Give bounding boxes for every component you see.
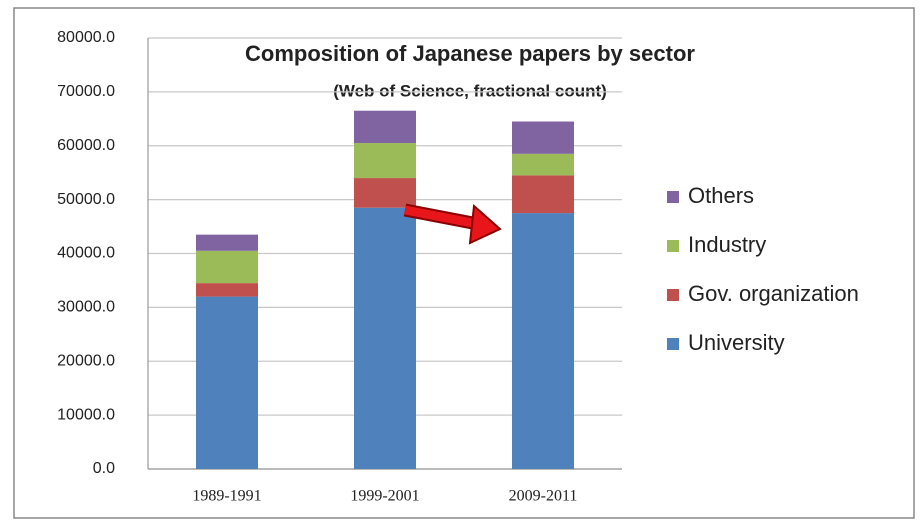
bar-segment xyxy=(196,296,258,469)
bar-segment xyxy=(354,143,416,179)
chart-subtitle: (Web of Science, fractional count) xyxy=(333,81,607,100)
y-tick-label: 20000.0 xyxy=(57,352,115,369)
x-tick-label: 2009-2011 xyxy=(509,488,578,505)
bar-segment xyxy=(354,207,416,470)
y-tick-label: 30000.0 xyxy=(57,299,115,316)
y-tick-label: 40000.0 xyxy=(57,245,115,262)
legend-swatch xyxy=(667,289,679,301)
chart-frame xyxy=(13,7,915,519)
legend-swatch xyxy=(667,338,679,350)
bar-segment xyxy=(196,250,258,284)
legend-label: Others xyxy=(688,183,754,208)
bar-segment xyxy=(512,153,574,176)
legend-swatch xyxy=(667,240,679,252)
y-tick-label: 70000.0 xyxy=(57,83,115,100)
bar-segment xyxy=(196,283,258,297)
bar-segment xyxy=(512,121,574,154)
x-tick-label: 1999-2001 xyxy=(350,488,419,505)
legend-swatch xyxy=(667,191,679,203)
y-tick-label: 0.0 xyxy=(93,460,115,477)
y-tick-label: 80000.0 xyxy=(57,29,115,46)
y-tick-label: 60000.0 xyxy=(57,137,115,154)
y-tick-label: 10000.0 xyxy=(57,406,115,423)
bar-segment xyxy=(196,234,258,251)
arrow-shaft xyxy=(404,205,479,229)
plot-area: 0.0 10000.0 20000.0 30000.0 40000.0 50000.0 60… xyxy=(57,29,859,504)
bar-segment xyxy=(512,175,574,214)
arrow xyxy=(403,203,502,245)
chart-title: Composition of Japanese papers by sector xyxy=(245,41,695,66)
legend-label: University xyxy=(688,330,785,355)
x-tick-label: 1989-1991 xyxy=(192,488,261,505)
legend-label: Industry xyxy=(688,232,766,257)
bar-segment xyxy=(354,110,416,144)
bar-segment xyxy=(354,178,416,208)
legend-label: Gov. organization xyxy=(688,281,859,306)
bar-segment xyxy=(512,213,574,469)
y-tick-label: 50000.0 xyxy=(57,191,115,208)
arrow-head xyxy=(468,203,502,245)
